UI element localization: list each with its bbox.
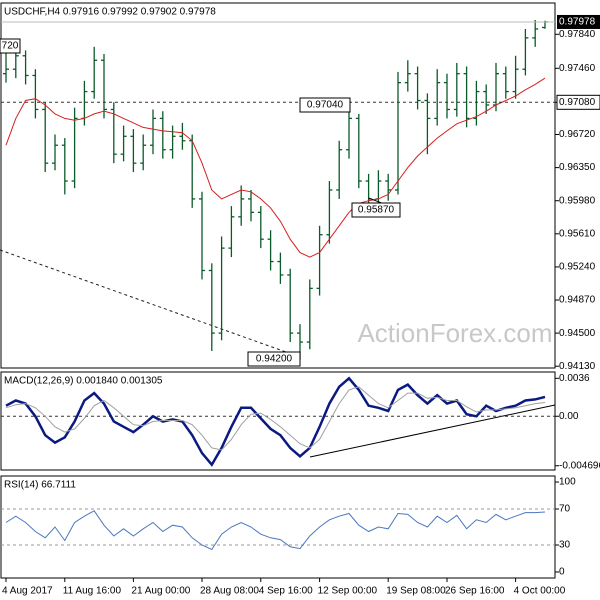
x-tick-label: 4 Sep 16:00 (259, 586, 313, 597)
y-tick-label: 30 (559, 540, 571, 551)
annotation: 0.97040 (307, 100, 344, 111)
y-tick-label: 100 (559, 477, 576, 488)
y-tick-label: 0.97080 (559, 97, 596, 108)
x-tick-label: 12 Sep 00:00 (318, 586, 378, 597)
level-label-box (556, 94, 600, 110)
panel (0, 2, 556, 369)
y-tick-label: 0.96350 (559, 162, 596, 173)
panel-title: USDCHF,H4 0.97916 0.97992 0.97902 0.9797… (4, 7, 216, 18)
line-series (5, 510, 546, 551)
panel-title: RSI(14) 66.7111 (4, 480, 76, 491)
y-tick-label: 0.95240 (559, 262, 596, 273)
y-tick-label: 0.96720 (559, 129, 596, 140)
annotation-box (299, 97, 351, 113)
y-tick-label: -0.004696 (559, 460, 600, 471)
watermark: ActionForex.com (357, 318, 552, 348)
line-series (5, 386, 546, 451)
x-tick-label: 4 Aug 2017 (2, 586, 53, 597)
y-tick-label: 0.94500 (559, 328, 596, 339)
y-tick-label: 0.97840 (559, 29, 596, 40)
last-price-box (557, 14, 600, 29)
x-tick-label: 26 Sep 16:00 (445, 586, 505, 597)
y-tick-label: 70 (559, 504, 571, 515)
trend-line (309, 404, 556, 458)
annotation-box (351, 202, 401, 218)
trend-line (0, 249, 301, 358)
line-series (5, 77, 546, 258)
last-price-label: 0.97978 (559, 17, 596, 28)
y-tick-label: 0 (559, 567, 565, 578)
y-tick-label: 0.95610 (559, 228, 596, 239)
x-tick-label: 19 Sep 08:00 (386, 586, 446, 597)
panel-title: MACD(12,26,9) 0.001840 0.001305 (4, 376, 163, 387)
x-tick-label: 4 Oct 00:00 (514, 586, 566, 597)
y-tick-label: 0.94870 (559, 295, 596, 306)
y-tick-label: 0.00 (559, 411, 579, 422)
y-tick-label: 0.94130 (559, 361, 596, 372)
x-tick-label: 28 Aug 08:00 (200, 586, 259, 597)
annotation: 0.95870 (358, 205, 395, 216)
annotation: 720 (2, 41, 19, 52)
annotation-box (247, 351, 301, 367)
x-tick-label: 11 Aug 16:00 (63, 586, 122, 597)
y-tick-label: 0.0036 (559, 373, 590, 384)
annotation-box (0, 38, 21, 54)
line-series (5, 376, 546, 467)
x-tick-label: 21 Aug 00:00 (131, 586, 190, 597)
y-tick-label: 0.95980 (559, 195, 596, 206)
panel (0, 371, 556, 471)
annotation: 0.94200 (256, 354, 293, 365)
y-tick-label: 0.97460 (559, 63, 596, 74)
panel (0, 475, 556, 579)
